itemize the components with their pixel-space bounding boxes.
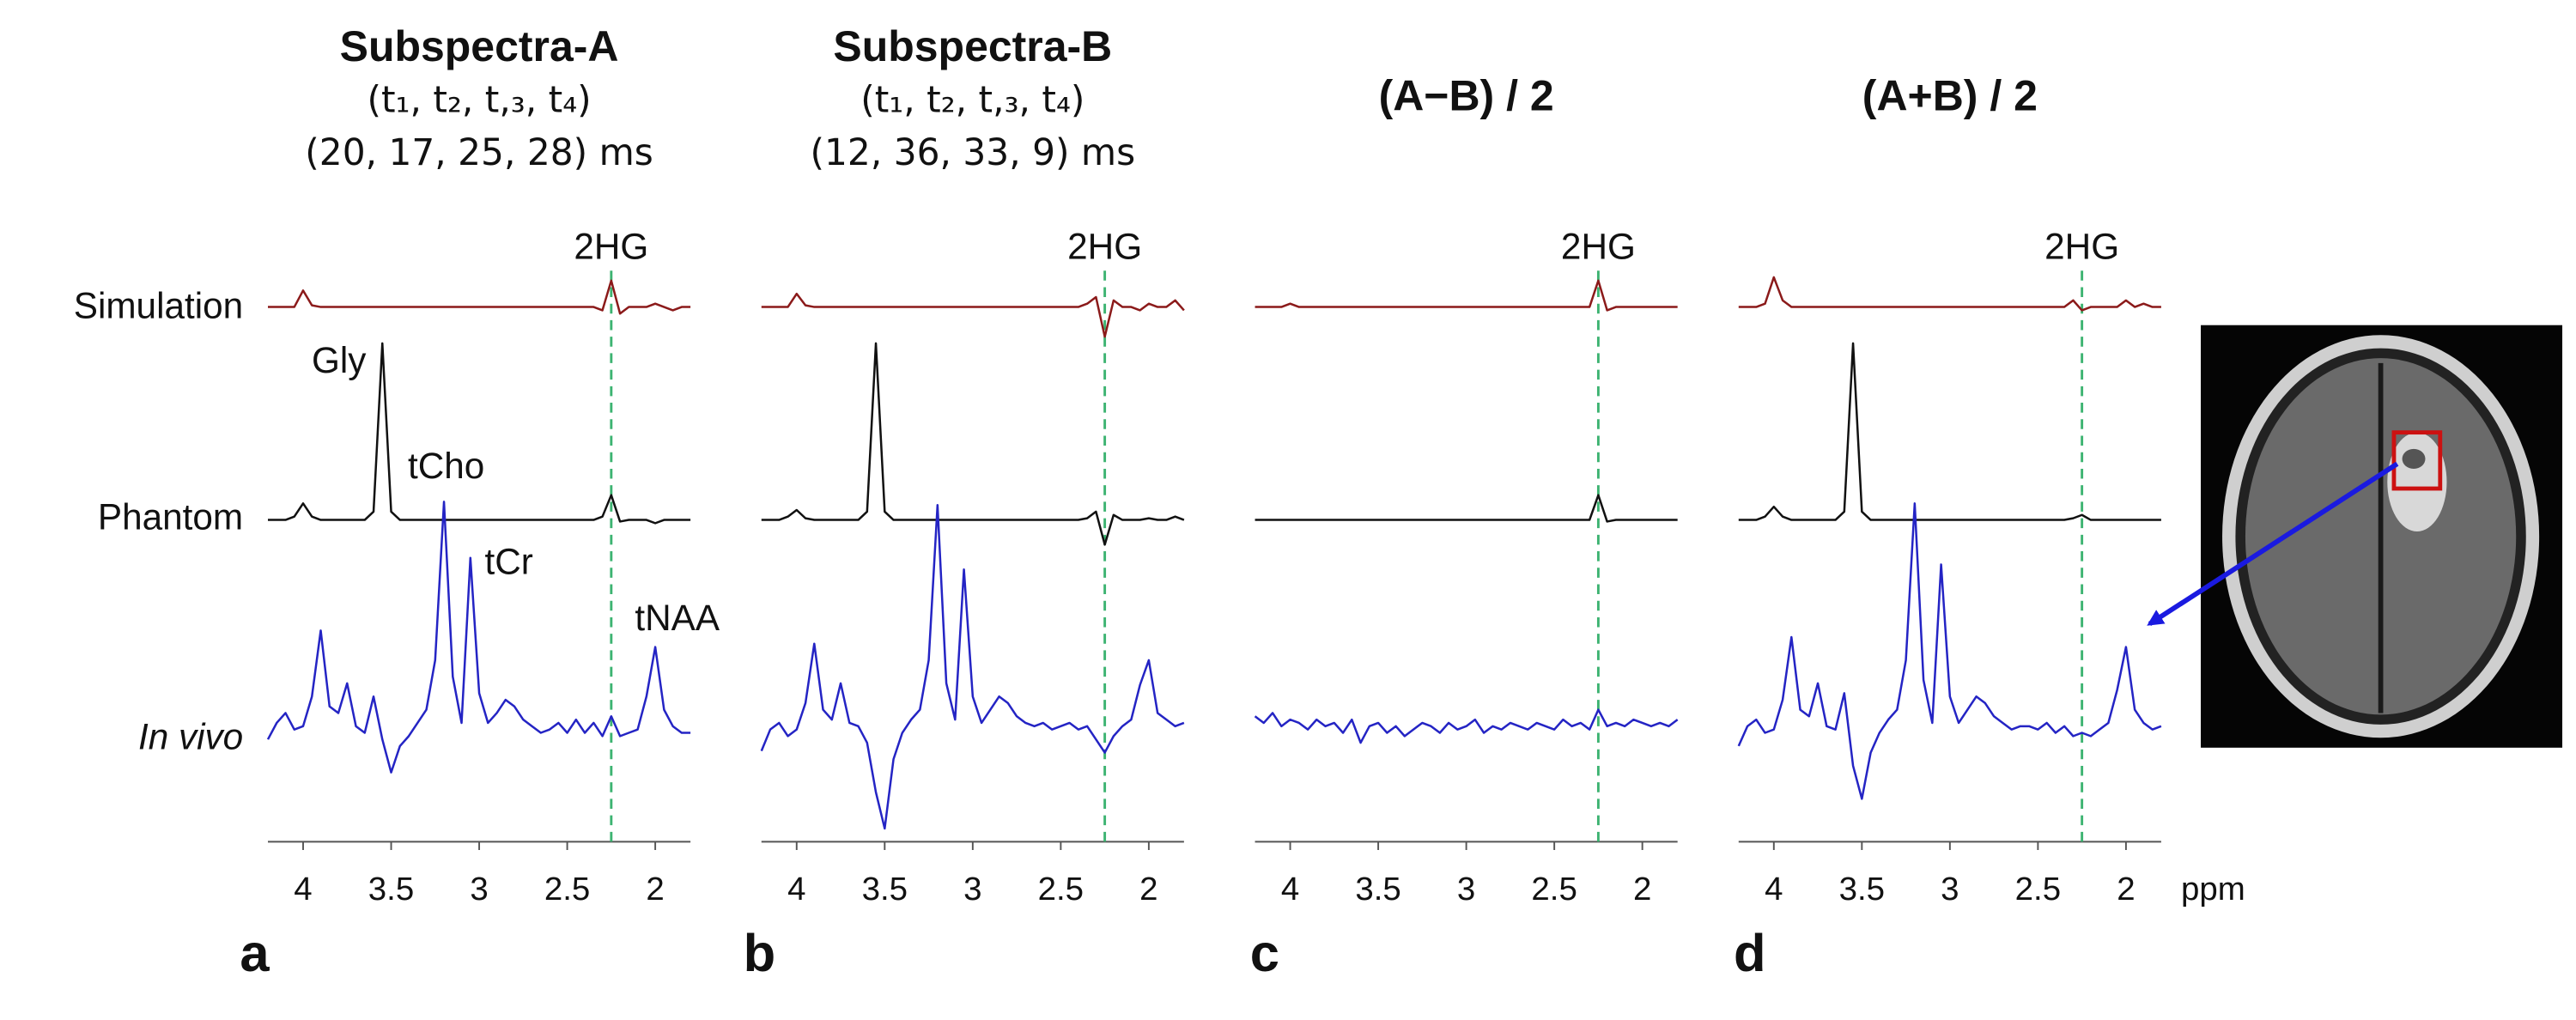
x-tick-label: 4: [1765, 871, 1783, 908]
peak-label: tCho: [408, 446, 484, 486]
row-label: In vivo: [138, 716, 243, 756]
panel-subtitle: (t₁, t₂, t,₃, t₄): [860, 79, 1084, 121]
marker-label: 2HG: [2044, 226, 2119, 266]
marker-label: 2HG: [574, 226, 648, 266]
spectrum: [267, 279, 691, 315]
x-tick-label: 2: [1139, 871, 1157, 908]
x-tick-label: 3: [1941, 871, 1959, 908]
panel-subtitle: (12, 36, 33, 9) ms: [811, 131, 1136, 173]
panel-subtitle: (20, 17, 25, 28) ms: [305, 131, 653, 173]
marker-label: 2HG: [1561, 226, 1636, 266]
x-tick-label: 4: [294, 871, 312, 908]
spectrum: [1737, 502, 2162, 800]
spectrum: [1738, 342, 2161, 521]
x-tick-label: 3.5: [1355, 871, 1400, 908]
x-tick-label: 2.5: [1038, 871, 1084, 908]
spectrum: [266, 501, 691, 774]
spectrum: [1738, 276, 2161, 312]
x-tick-label: 3: [963, 871, 981, 908]
row-label: Phantom: [98, 497, 243, 537]
x-tick-label: 2.5: [544, 871, 590, 908]
panel-title: Subspectra-B: [833, 22, 1112, 70]
panel-letter: b: [744, 924, 776, 983]
panel-title: (A+B) / 2: [1862, 72, 2038, 120]
x-tick-label: 3: [1457, 871, 1475, 908]
row-label: Simulation: [74, 286, 243, 326]
x-tick-label: 4: [787, 871, 805, 908]
peak-label: tCr: [484, 542, 532, 582]
panel-title: Subspectra-A: [340, 22, 619, 70]
x-tick-label: 2: [646, 871, 664, 908]
panel-letter: c: [1250, 924, 1279, 983]
panel-letter: a: [240, 924, 270, 983]
x-tick-label: 2.5: [2015, 871, 2061, 908]
x-tick-label: 2: [2117, 871, 2135, 908]
x-tick-label: 3.5: [862, 871, 908, 908]
panel-subtitle: (t₁, t₂, t,₃, t₄): [367, 79, 591, 121]
x-tick-label: 2: [1633, 871, 1651, 908]
x-tick-label: 4: [1281, 871, 1299, 908]
spectrum: [1255, 279, 1678, 312]
spectrum: [267, 342, 691, 525]
mri-image: [2201, 325, 2563, 748]
spectrum: [1255, 494, 1678, 523]
x-axis-label: ppm: [2181, 871, 2245, 908]
x-tick-label: 2.5: [1531, 871, 1577, 908]
marker-label: 2HG: [1067, 226, 1142, 266]
spectrum: [761, 292, 1185, 338]
x-tick-label: 3: [470, 871, 488, 908]
panel-letter: d: [1734, 924, 1766, 983]
spectrum: [761, 342, 1185, 546]
arrow: [2147, 461, 2399, 627]
x-tick-label: 3.5: [368, 871, 414, 908]
spectrum: [760, 503, 1185, 830]
peak-label: Gly: [312, 340, 367, 380]
spectrum: [1254, 708, 1679, 744]
x-tick-label: 3.5: [1839, 871, 1885, 908]
peak-label: tNAA: [635, 598, 720, 638]
panel-title: (A−B) / 2: [1379, 72, 1554, 120]
